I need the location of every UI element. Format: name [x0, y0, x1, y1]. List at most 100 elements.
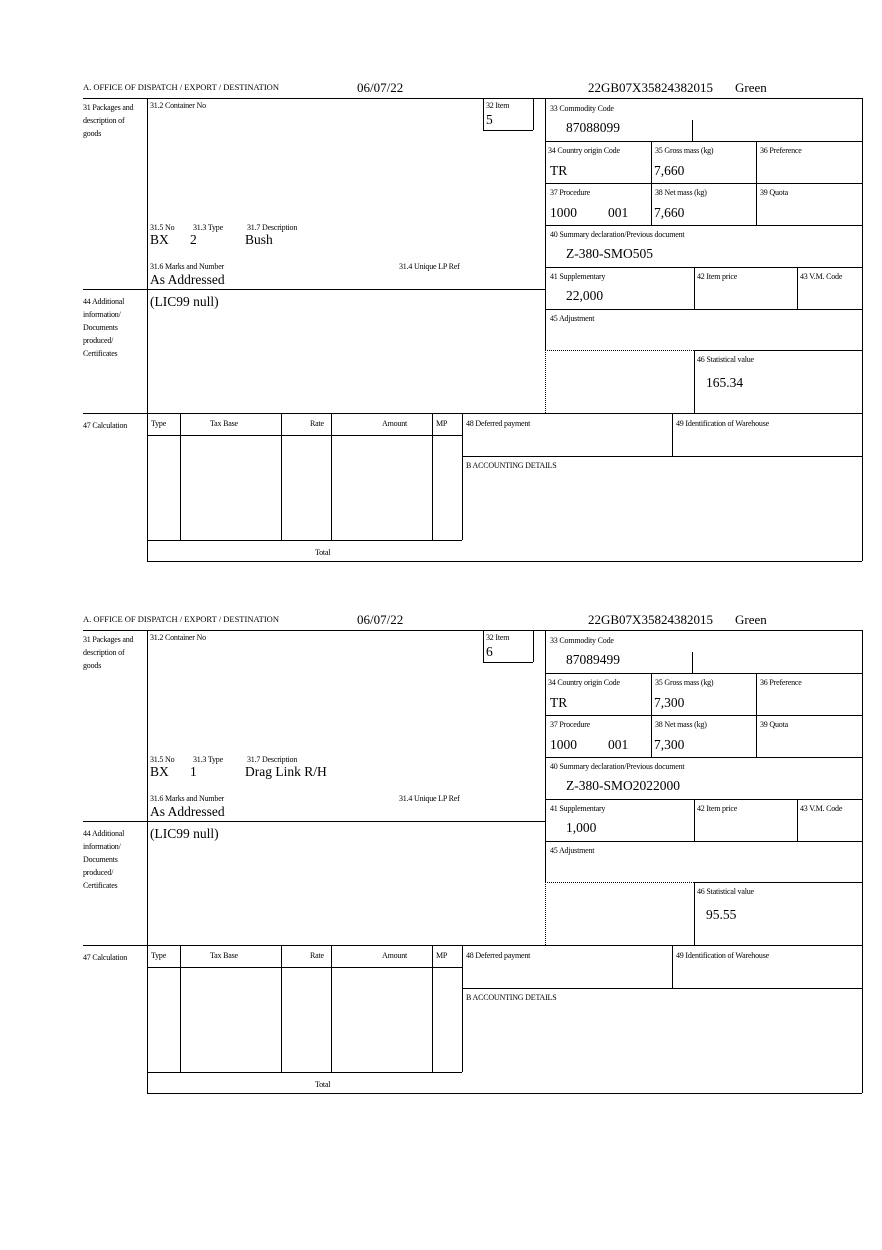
- declaration-form-page: A. OFFICE OF DISPATCH / EXPORT / DESTINA…: [0, 610, 882, 1100]
- supplementary-value: 1,000: [566, 820, 597, 835]
- marks-label: 31.6 Marks and Number: [150, 262, 225, 271]
- package-count: 1: [190, 764, 197, 779]
- no-label: 31.5 No: [150, 223, 175, 232]
- summary-label: 40 Summary declaration/Previous document: [550, 762, 685, 771]
- statistical-label: 46 Statistical value: [697, 887, 754, 896]
- goods-description: Bush: [245, 232, 273, 247]
- rule-line: [545, 350, 694, 351]
- rule-line: [692, 652, 693, 673]
- total-label: Total: [315, 548, 331, 557]
- rule-line: [862, 98, 863, 561]
- additional-label: 44 Additional information/ Documents pro…: [83, 829, 125, 890]
- procedure-extra: 001: [608, 205, 629, 220]
- rule-line: [83, 630, 862, 631]
- calc-amount-header: Amount: [382, 419, 408, 428]
- no-label: 31.5 No: [150, 755, 175, 764]
- item-label: 32 Item: [486, 633, 510, 642]
- gross-label: 35 Gross mass (kg): [655, 678, 714, 687]
- rule-line: [462, 456, 862, 457]
- commodity-code: 87088099: [566, 120, 620, 135]
- declaration-date: 06/07/22: [357, 80, 404, 95]
- rule-line: [432, 945, 433, 1072]
- rule-line: [545, 673, 862, 674]
- rule-line: [462, 413, 463, 540]
- net-label: 38 Net mass (kg): [655, 188, 707, 197]
- summary-document: Z-380-SMO505: [566, 246, 653, 261]
- rule-line: [797, 267, 798, 309]
- rule-line: [483, 662, 533, 663]
- description-label: 31.7 Description: [247, 755, 298, 764]
- rule-line: [533, 98, 534, 130]
- rule-line: [462, 945, 463, 1072]
- rule-line: [545, 98, 546, 350]
- deferred-label: 48 Deferred payment: [466, 951, 531, 960]
- rule-line: [545, 225, 862, 226]
- summary-label: 40 Summary declaration/Previous document: [550, 230, 685, 239]
- quota-label: 39 Quota: [760, 720, 788, 729]
- rule-line: [692, 120, 693, 141]
- rule-line: [545, 267, 862, 268]
- summary-document: Z-380-SMO2022000: [566, 778, 680, 793]
- rule-line: [147, 98, 148, 561]
- calculation-label: 47 Calculation: [83, 953, 128, 962]
- rule-line: [147, 630, 148, 1093]
- rule-line: [533, 630, 534, 662]
- rule-line: [281, 413, 282, 540]
- supplementary-label: 41 Supplementary: [550, 804, 606, 813]
- packages-label: 31 Packages and description of goods: [83, 635, 134, 670]
- rule-line: [694, 882, 695, 945]
- rule-line: [545, 141, 862, 142]
- rule-line: [180, 945, 181, 1072]
- additional-value: (LIC99 null): [150, 826, 219, 841]
- net-mass: 7,660: [654, 205, 685, 220]
- rule-line: [651, 141, 652, 225]
- calc-mp-header: MP: [436, 951, 448, 960]
- procedure-code: 1000: [550, 737, 577, 752]
- office-label: A. OFFICE OF DISPATCH / EXPORT / DESTINA…: [83, 614, 279, 624]
- procedure-extra: 001: [608, 737, 629, 752]
- rule-line: [147, 540, 462, 541]
- rule-line: [545, 841, 862, 842]
- rule-line: [694, 350, 695, 413]
- accounting-label: B ACCOUNTING DETAILS: [466, 461, 557, 470]
- rule-line: [147, 435, 462, 436]
- supplementary-label: 41 Supplementary: [550, 272, 606, 281]
- additional-label: 44 Additional information/ Documents pro…: [83, 297, 125, 358]
- package-count: 2: [190, 232, 197, 247]
- calc-rate-header: Rate: [310, 951, 324, 960]
- warehouse-label: 49 Identification of Warehouse: [676, 419, 769, 428]
- country-label: 34 Country origin Code: [548, 678, 620, 687]
- calc-tax-base-header: Tax Base: [210, 419, 238, 428]
- rule-line: [147, 967, 462, 968]
- rule-line: [756, 673, 757, 757]
- rule-line: [83, 413, 862, 414]
- rule-line: [462, 988, 862, 989]
- mrn-number: 22GB07X35824382015: [588, 612, 713, 627]
- statistical-value: 95.55: [706, 907, 737, 922]
- goods-description: Drag Link R/H: [245, 764, 327, 779]
- rule-line: [545, 350, 546, 413]
- additional-value: (LIC99 null): [150, 294, 219, 309]
- description-label: 31.7 Description: [247, 223, 298, 232]
- package-kind: BX: [150, 764, 169, 779]
- rule-line: [83, 821, 545, 822]
- item-label: 32 Item: [486, 101, 510, 110]
- rule-line: [83, 945, 862, 946]
- packages-label: 31 Packages and description of goods: [83, 103, 134, 138]
- unique-ref-label: 31.4 Unique LP Ref: [399, 262, 460, 271]
- procedure-label: 37 Procedure: [550, 188, 591, 197]
- rule-line: [545, 882, 546, 945]
- supplementary-value: 22,000: [566, 288, 604, 303]
- item-number: 6: [486, 644, 493, 659]
- marks-value: As Addressed: [150, 804, 225, 819]
- rule-line: [545, 630, 546, 882]
- rule-line: [180, 413, 181, 540]
- calc-type-header: Type: [151, 419, 167, 428]
- rule-line: [694, 267, 695, 309]
- type-label: 31.3 Type: [193, 223, 223, 232]
- country-code: TR: [550, 163, 568, 178]
- rule-line: [672, 413, 673, 456]
- preference-label: 36 Preference: [760, 146, 802, 155]
- item-number: 5: [486, 112, 493, 127]
- declaration-date: 06/07/22: [357, 612, 404, 627]
